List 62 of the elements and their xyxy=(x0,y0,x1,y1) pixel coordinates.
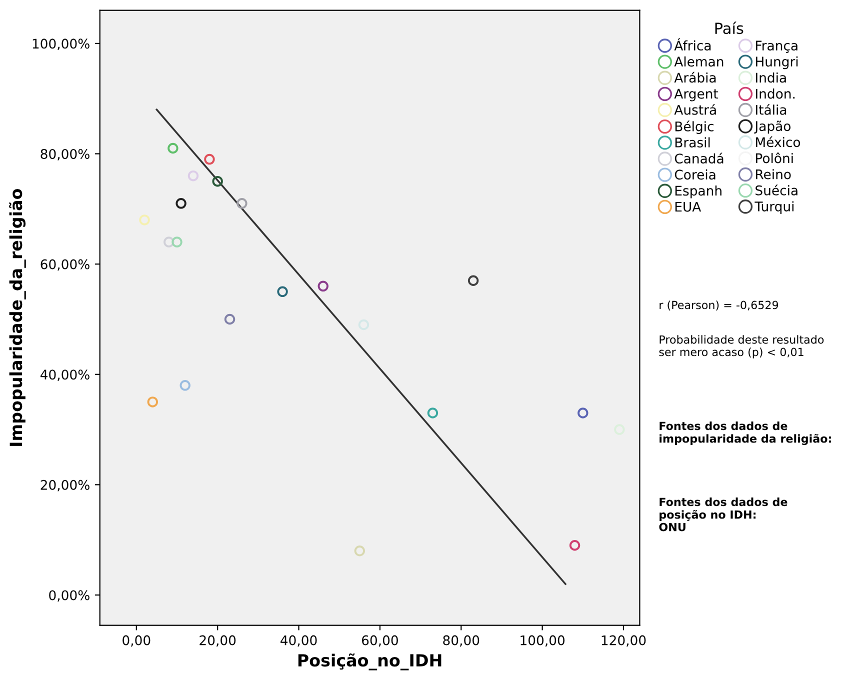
point xyxy=(236,198,248,209)
point xyxy=(224,314,236,325)
legend-label: Canadá xyxy=(674,152,724,164)
point xyxy=(147,396,158,408)
legend-label: Arábia xyxy=(674,72,716,83)
point xyxy=(139,214,150,226)
y-tick-label: 0,00% xyxy=(49,590,90,602)
point xyxy=(176,198,186,209)
legend-label: Argent xyxy=(674,88,718,102)
y-tick-label: 80,00% xyxy=(40,148,90,160)
y-tick-label: 20,00% xyxy=(40,480,90,492)
point xyxy=(188,170,199,182)
legend-label: Bélgic xyxy=(675,120,714,134)
legend-label: Itália xyxy=(756,104,786,115)
legend-label: Coreia xyxy=(674,169,716,180)
x-tick-label: 20,00 xyxy=(200,635,236,647)
y-tick-label: 60,00% xyxy=(40,259,90,271)
legend-label: África xyxy=(674,38,711,51)
legend-label: Japão xyxy=(754,120,790,134)
legend-label: Brasil xyxy=(675,137,710,148)
legend-label: Hungri xyxy=(756,56,798,70)
legend-label: Aleman xyxy=(674,56,724,67)
point xyxy=(578,408,588,418)
legend-label: França xyxy=(756,40,798,53)
text: r (Pearson) = -0,6529 xyxy=(660,300,778,310)
legend-label: México xyxy=(756,136,800,148)
legend-title: País xyxy=(715,22,744,34)
point xyxy=(172,236,182,248)
legend-label: Austrá xyxy=(674,104,716,115)
text: Fontes dos dados de posição no IDH: ONU xyxy=(659,498,788,532)
legend-label: Turqui xyxy=(754,201,794,214)
point xyxy=(354,546,366,556)
x-axis-title: Posição_no_IDH xyxy=(298,653,442,670)
point xyxy=(358,319,370,330)
point xyxy=(204,154,215,165)
x-tick-label: 0,00 xyxy=(122,635,150,647)
point xyxy=(468,275,479,286)
legend-label: India xyxy=(756,72,786,83)
legend-label: Reino xyxy=(756,169,791,180)
text: Fontes dos dados de impopularidade da religião: xyxy=(660,422,831,446)
legend-label: EUA xyxy=(675,202,702,212)
x-tick-label: 40,00 xyxy=(280,635,317,647)
point xyxy=(427,408,438,418)
point xyxy=(180,380,190,391)
x-tick-label: 60,00 xyxy=(362,635,398,647)
legend-label: Suécia xyxy=(756,184,798,196)
legend-label: Espanh xyxy=(675,185,722,198)
x-tick-label: 120,00 xyxy=(602,635,646,647)
legend-label: Indon. xyxy=(756,88,795,99)
point xyxy=(277,286,288,298)
x-tick-label: 100,00 xyxy=(520,635,565,647)
point xyxy=(168,142,178,154)
point xyxy=(569,540,580,551)
y-tick-label: 40,00% xyxy=(40,370,90,381)
y-axis-title: Impopularidade_da_religião xyxy=(9,188,26,446)
x-tick-label: 80,00 xyxy=(443,635,480,647)
y-tick-label: 100,00% xyxy=(32,38,90,50)
point xyxy=(212,176,223,187)
point xyxy=(318,280,328,292)
point xyxy=(164,236,174,248)
legend-label: Polôni xyxy=(756,152,793,164)
text: Probabilidade deste resultado ser mero acaso (p) < 0,01 xyxy=(659,335,824,358)
